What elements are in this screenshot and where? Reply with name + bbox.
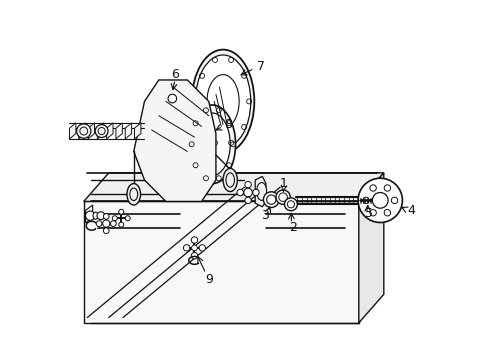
Text: 6: 6	[170, 68, 179, 81]
Circle shape	[168, 94, 176, 103]
Circle shape	[191, 245, 197, 251]
Circle shape	[390, 197, 397, 203]
Ellipse shape	[189, 105, 235, 184]
Text: 4: 4	[407, 204, 415, 217]
Circle shape	[244, 188, 252, 197]
Circle shape	[112, 216, 117, 221]
Circle shape	[95, 125, 108, 138]
Text: 7: 7	[256, 60, 264, 73]
Circle shape	[119, 209, 123, 214]
Ellipse shape	[127, 184, 140, 205]
Circle shape	[384, 210, 390, 216]
Circle shape	[244, 197, 251, 203]
Circle shape	[237, 189, 243, 196]
Circle shape	[97, 212, 104, 220]
Ellipse shape	[223, 168, 237, 192]
Circle shape	[384, 185, 390, 191]
Polygon shape	[85, 205, 93, 223]
Circle shape	[191, 237, 197, 243]
Circle shape	[125, 216, 130, 221]
Circle shape	[191, 252, 197, 259]
Polygon shape	[255, 176, 265, 207]
Ellipse shape	[93, 212, 98, 219]
Circle shape	[77, 124, 91, 138]
Circle shape	[102, 220, 110, 227]
Polygon shape	[69, 123, 76, 139]
Ellipse shape	[256, 183, 266, 201]
Polygon shape	[134, 80, 216, 202]
Text: 3: 3	[261, 209, 268, 222]
Ellipse shape	[195, 55, 250, 148]
Polygon shape	[134, 123, 141, 139]
Polygon shape	[116, 123, 122, 139]
Text: 5: 5	[364, 207, 372, 220]
Circle shape	[199, 245, 205, 251]
Circle shape	[284, 198, 297, 211]
Circle shape	[119, 222, 123, 227]
Ellipse shape	[194, 113, 230, 176]
Circle shape	[357, 178, 402, 222]
Polygon shape	[125, 123, 131, 139]
Circle shape	[369, 185, 376, 191]
Circle shape	[369, 210, 376, 216]
Circle shape	[110, 221, 116, 226]
Text: 2: 2	[288, 221, 296, 234]
Circle shape	[263, 192, 279, 207]
Text: 1: 1	[279, 177, 287, 190]
Circle shape	[252, 189, 259, 196]
Circle shape	[103, 228, 109, 234]
Circle shape	[85, 211, 95, 220]
Ellipse shape	[191, 50, 254, 153]
Polygon shape	[79, 123, 85, 139]
Polygon shape	[83, 173, 383, 202]
Circle shape	[103, 213, 109, 219]
Polygon shape	[97, 123, 103, 139]
Circle shape	[244, 181, 251, 188]
Polygon shape	[106, 123, 113, 139]
Text: 9: 9	[204, 273, 212, 286]
Circle shape	[183, 245, 189, 251]
Circle shape	[275, 190, 290, 204]
Circle shape	[362, 197, 368, 203]
Circle shape	[96, 221, 102, 226]
Polygon shape	[83, 202, 358, 323]
Polygon shape	[88, 123, 94, 139]
Text: 8: 8	[224, 118, 232, 131]
Polygon shape	[358, 173, 383, 323]
